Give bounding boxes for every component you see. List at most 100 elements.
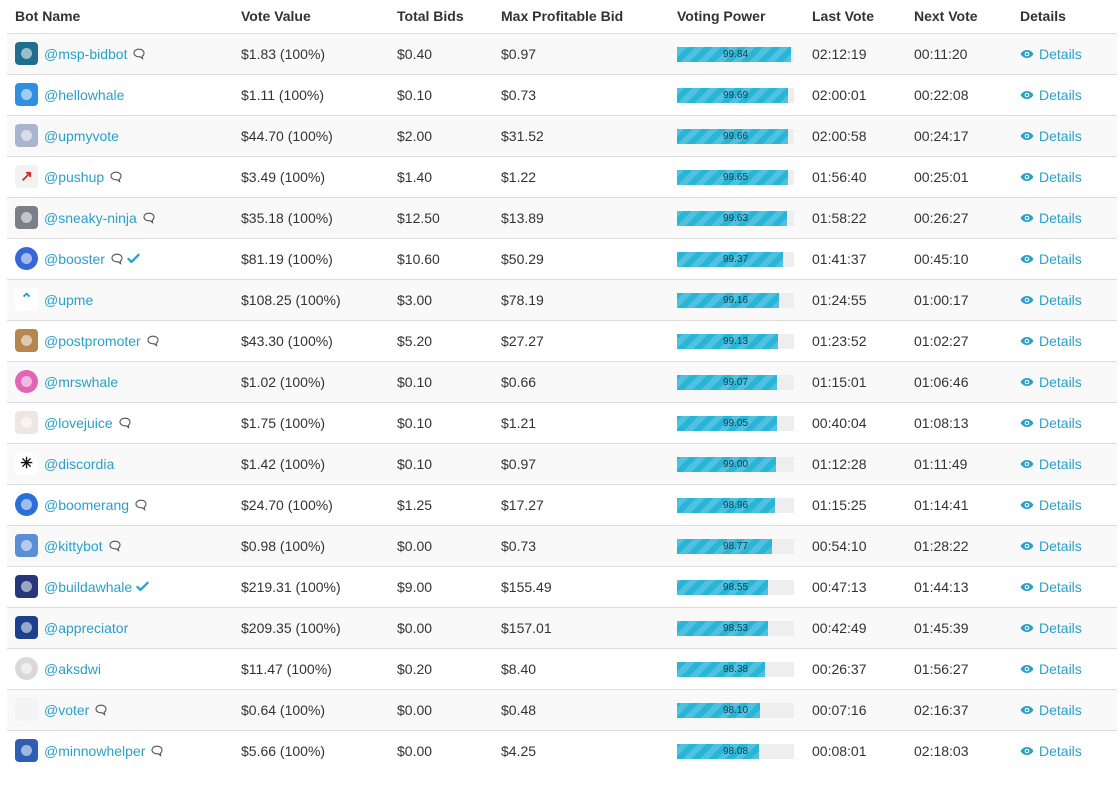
max-profitable-bid-cell: $157.01	[493, 606, 669, 648]
bot-name-link[interactable]: @msp-bidbot	[44, 45, 128, 62]
header-voting-power[interactable]: Voting Power	[669, 0, 804, 34]
red-arrow-logo-icon: ↗	[20, 168, 33, 185]
details-link[interactable]: Details	[1020, 415, 1082, 431]
header-bot-name[interactable]: Bot Name	[7, 0, 233, 34]
details-link[interactable]: Details	[1020, 661, 1082, 677]
bot-name-link[interactable]: @appreciator	[44, 619, 129, 636]
table-row: @aksdwi $11.47 (100%) $0.20 $8.40 98.38 00:26…	[7, 647, 1117, 689]
total-bids-cell: $0.00	[389, 729, 493, 771]
details-link[interactable]: Details	[1020, 538, 1082, 554]
details-link[interactable]: Details	[1020, 292, 1082, 308]
details-link[interactable]: Details	[1020, 620, 1082, 636]
details-link[interactable]: Details	[1020, 579, 1082, 595]
bot-identity: @appreciator	[15, 616, 233, 639]
bot-name-link[interactable]: @hellowhale	[44, 86, 125, 103]
details-link[interactable]: Details	[1020, 251, 1082, 267]
header-last-vote[interactable]: Last Vote	[804, 0, 906, 34]
bot-identity: @msp-bidbot	[15, 42, 233, 65]
next-vote-cell: 01:28:22	[906, 524, 1012, 566]
max-profitable-bid-cell: $0.48	[493, 688, 669, 730]
voter-avatar[interactable]	[15, 698, 38, 721]
bot-name-link[interactable]: @pushup	[44, 168, 105, 185]
bot-name-link[interactable]: @voter	[44, 701, 90, 718]
details-link[interactable]: Details	[1020, 702, 1082, 718]
lovejuice-avatar[interactable]	[15, 411, 38, 434]
boomerang-avatar[interactable]	[15, 493, 38, 516]
bot-name-cell: @upmyvote	[7, 114, 233, 156]
bot-name-link[interactable]: @booster	[44, 250, 105, 267]
bot-name-link[interactable]: @upmyvote	[44, 127, 119, 144]
table-row: @msp-bidbot $1.83 (100%) $0.40 $0.97 99.84 02…	[7, 32, 1117, 74]
eye-icon	[1020, 131, 1034, 140]
details-link[interactable]: Details	[1020, 128, 1082, 144]
details-label: Details	[1039, 455, 1082, 472]
msp-bidbot-avatar[interactable]	[15, 42, 38, 65]
bot-identity: @voter	[15, 698, 233, 721]
discordia-avatar[interactable]: ✳	[15, 452, 38, 475]
details-link[interactable]: Details	[1020, 333, 1082, 349]
header-vote-value[interactable]: Vote Value	[233, 0, 389, 34]
header-next-vote[interactable]: Next Vote	[906, 0, 1012, 34]
bot-name-link[interactable]: @sneaky-ninja	[44, 209, 137, 226]
bot-name-link[interactable]: @discordia	[44, 455, 115, 472]
voting-power-bar-fill	[677, 211, 788, 226]
bot-identity: @hellowhale	[15, 83, 233, 106]
table-row: @buildawhale $219.31 (100%) $9.00 $155.49 98…	[7, 565, 1117, 607]
details-label: Details	[1039, 127, 1082, 144]
bot-name-link[interactable]: @boomerang	[44, 496, 130, 513]
eye-icon	[1020, 664, 1034, 673]
details-link[interactable]: Details	[1020, 456, 1082, 472]
bot-name-link[interactable]: @mrswhale	[44, 373, 119, 390]
postpromoter-avatar[interactable]	[15, 329, 38, 352]
details-link[interactable]: Details	[1020, 210, 1082, 226]
kittybot-avatar[interactable]	[15, 534, 38, 557]
header-total-bids[interactable]: Total Bids	[389, 0, 493, 34]
minnowhelper-avatar[interactable]	[15, 739, 38, 763]
voting-power-bar: 98.53	[677, 621, 794, 636]
details-cell: Details	[1012, 73, 1117, 115]
details-link[interactable]: Details	[1020, 743, 1082, 759]
upmyvote-avatar[interactable]	[15, 124, 38, 147]
details-link[interactable]: Details	[1020, 87, 1082, 103]
voting-power-value: 99.07	[722, 377, 749, 388]
next-vote-cell: 00:24:17	[906, 114, 1012, 156]
sneaky-ninja-avatar[interactable]	[15, 206, 38, 229]
bot-name-cell: ↗ @pushup	[7, 155, 233, 197]
bot-name-link[interactable]: @buildawhale	[44, 578, 133, 595]
bot-name-link[interactable]: @aksdwi	[44, 660, 102, 677]
voting-power-value: 99.69	[722, 90, 749, 101]
bot-identity: @upmyvote	[15, 124, 233, 147]
bot-name-cell: @boomerang	[7, 483, 233, 525]
bot-name-cell: @msp-bidbot	[7, 32, 233, 74]
table-row: @appreciator $209.35 (100%) $0.00 $157.01 98…	[7, 606, 1117, 648]
buildawhale-avatar[interactable]	[15, 575, 38, 598]
aksdwi-avatar[interactable]	[15, 657, 38, 680]
booster-avatar[interactable]	[15, 247, 38, 270]
pushup-avatar[interactable]: ↗	[15, 165, 38, 188]
voting-power-cell: 98.38	[669, 647, 804, 689]
details-link[interactable]: Details	[1020, 46, 1082, 62]
header-max-profitable-bid[interactable]: Max Profitable Bid	[493, 0, 669, 34]
bot-name-link[interactable]: @upme	[44, 291, 94, 308]
details-link[interactable]: Details	[1020, 497, 1082, 513]
details-link[interactable]: Details	[1020, 169, 1082, 185]
bot-name-link[interactable]: @kittybot	[44, 537, 103, 554]
hellowhale-avatar[interactable]	[15, 83, 38, 106]
mrswhale-avatar[interactable]	[15, 370, 38, 393]
details-label: Details	[1039, 332, 1082, 349]
voting-power-value: 98.55	[722, 582, 749, 593]
bot-name-link[interactable]: @minnowhelper	[44, 742, 146, 759]
details-label: Details	[1039, 86, 1082, 103]
table-row: ✳ @discordia $1.42 (100%) $0.10 $0.97 99.00 01…	[7, 442, 1117, 484]
bot-name-link[interactable]: @lovejuice	[44, 414, 113, 431]
details-link[interactable]: Details	[1020, 374, 1082, 390]
total-bids-cell: $0.00	[389, 688, 493, 730]
appreciator-avatar[interactable]	[15, 616, 38, 639]
bot-identity: @lovejuice	[15, 411, 233, 434]
upme-avatar[interactable]: ⌃	[15, 288, 38, 311]
voting-power-value: 99.66	[722, 131, 749, 142]
details-cell: Details	[1012, 401, 1117, 443]
max-profitable-bid-cell: $78.19	[493, 278, 669, 320]
bot-name-link[interactable]: @postpromoter	[44, 332, 141, 349]
eye-icon	[1020, 295, 1034, 304]
